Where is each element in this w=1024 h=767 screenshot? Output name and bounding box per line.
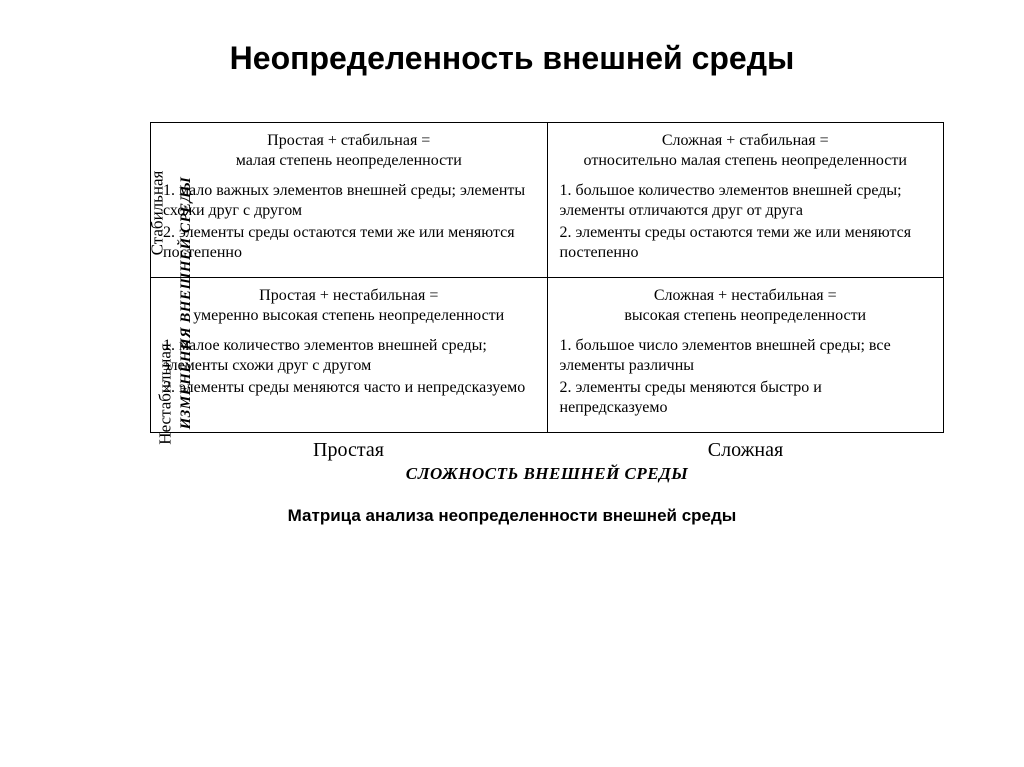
- cell-result: относительно малая степень неопределенно…: [560, 151, 932, 171]
- matrix-caption: Матрица анализа неопределенности внешней…: [50, 506, 974, 526]
- cell-header: Сложная + стабильная = относительно мала…: [560, 131, 932, 171]
- x-axis-title: СЛОЖНОСТЬ ВНЕШНЕЙ СРЕДЫ: [150, 464, 944, 484]
- page-title: Неопределенность внешней среды: [50, 40, 974, 77]
- cell-points: 1. мало важных элементов внешней среды; …: [163, 181, 535, 263]
- cell-point-1: 1. малое количество элементов внешней ср…: [163, 336, 535, 376]
- cell-formula: Простая + нестабильная =: [163, 286, 535, 306]
- y-axis-title: ИЗМЕНЕНИЯ ВНЕШНЕЙ СРЕДЫ: [178, 177, 195, 430]
- cell-formula: Простая + стабильная =: [163, 131, 535, 151]
- cell-point-2: 2. элементы среды остаются теми же или м…: [560, 223, 932, 263]
- cell-header: Сложная + нестабильная = высокая степень…: [560, 286, 932, 326]
- y-axis-label-top: Стабильная: [147, 170, 167, 255]
- cell-header: Простая + нестабильная = умеренно высока…: [163, 286, 535, 326]
- cell-result: высокая степень неопределенности: [560, 306, 932, 326]
- x-axis-label-left: Простая: [150, 439, 547, 462]
- cell-result: умеренно высокая степень неопределенност…: [163, 306, 535, 326]
- cell-points: 1. малое количество элементов внешней ср…: [163, 336, 535, 398]
- cell-point-1: 1. мало важных элементов внешней среды; …: [163, 181, 535, 221]
- cell-points: 1. большое количество элементов внешней …: [560, 181, 932, 263]
- cell-top-left: Простая + стабильная = малая степень нео…: [151, 123, 548, 278]
- uncertainty-matrix: Простая + стабильная = малая степень нео…: [150, 122, 944, 433]
- cell-point-2: 2. элементы среды остаются теми же или м…: [163, 223, 535, 263]
- cell-point-2: 2. элементы среды меняются часто и непре…: [163, 378, 535, 398]
- x-axis-labels: Простая Сложная: [150, 439, 944, 462]
- matrix-container: ИЗМЕНЕНИЯ ВНЕШНЕЙ СРЕДЫ Стабильная Неста…: [150, 122, 944, 484]
- cell-formula: Сложная + нестабильная =: [560, 286, 932, 306]
- cell-point-2: 2. элементы среды меняются быстро и непр…: [560, 378, 932, 418]
- cell-top-right: Сложная + стабильная = относительно мала…: [547, 123, 944, 278]
- cell-point-1: 1. большое число элементов внешней среды…: [560, 336, 932, 376]
- cell-header: Простая + стабильная = малая степень нео…: [163, 131, 535, 171]
- cell-result: малая степень неопределенности: [163, 151, 535, 171]
- cell-point-1: 1. большое количество элементов внешней …: [560, 181, 932, 221]
- cell-bottom-right: Сложная + нестабильная = высокая степень…: [547, 278, 944, 433]
- x-axis-label-right: Сложная: [547, 439, 944, 462]
- cell-points: 1. большое число элементов внешней среды…: [560, 336, 932, 418]
- cell-bottom-left: Простая + нестабильная = умеренно высока…: [151, 278, 548, 433]
- cell-formula: Сложная + стабильная =: [560, 131, 932, 151]
- y-axis-label-bottom: Нестабильная: [156, 343, 176, 444]
